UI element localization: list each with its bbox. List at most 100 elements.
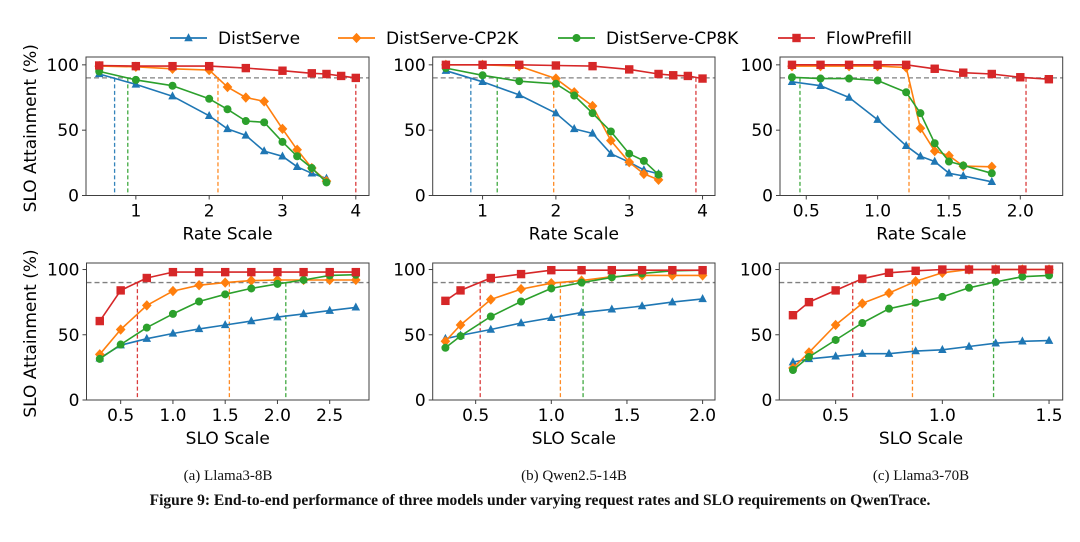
data-point-flowprefill xyxy=(194,267,204,277)
data-point-distserve-cp8k xyxy=(247,284,256,293)
x-tick-label: 2.0 xyxy=(1007,202,1034,222)
data-point-distserve-cp8k xyxy=(195,297,204,306)
data-point-distserve-cp8k xyxy=(223,105,232,114)
axes-frame xyxy=(778,262,1064,401)
data-point-distserve-cp8k xyxy=(654,170,663,179)
data-point-distserve xyxy=(588,128,597,137)
legend-entry-distserve-cp2k: DistServe-CP2K xyxy=(338,29,519,49)
data-point-distserve xyxy=(194,324,204,333)
data-point-distserve-cp8k xyxy=(916,109,925,118)
y-tick-label: 100 xyxy=(741,56,773,76)
data-point-flowprefill xyxy=(698,74,707,83)
y-tick-label: 100 xyxy=(393,56,425,76)
data-point-distserve xyxy=(351,302,361,311)
series-flowprefill xyxy=(788,265,1054,320)
data-point-flowprefill xyxy=(668,265,677,275)
y-tick-label: 50 xyxy=(404,121,426,141)
x-axis-label: SLO Scale xyxy=(186,429,270,449)
data-point-distserve-cp2k xyxy=(350,274,361,286)
x-axis-label: SLO Scale xyxy=(879,429,963,449)
series-distserve xyxy=(94,69,331,182)
series-flowprefill xyxy=(441,265,707,306)
y-tick-label: 100 xyxy=(393,261,425,281)
data-point-distserve-cp2k xyxy=(884,287,894,299)
data-point-flowprefill xyxy=(456,286,465,295)
legend-marker-distserve xyxy=(184,33,193,42)
x-tick-label: 2 xyxy=(204,202,215,222)
series-line-flowprefill xyxy=(99,64,356,79)
data-point-distserve xyxy=(241,130,251,139)
data-point-distserve xyxy=(299,309,308,318)
data-point-flowprefill xyxy=(168,61,177,71)
data-point-distserve-cp2k xyxy=(222,81,233,93)
data-point-distserve xyxy=(607,304,617,313)
x-tick-label: 1 xyxy=(477,202,488,222)
x-tick-label: 1.0 xyxy=(159,406,186,426)
x-tick-label: 4 xyxy=(350,202,361,222)
data-point-flowprefill xyxy=(873,60,882,70)
series-line-distserve-cp2k xyxy=(444,274,703,342)
data-point-distserve xyxy=(516,318,526,327)
x-tick-label: 0.5 xyxy=(793,202,820,222)
y-tick-label: 50 xyxy=(404,326,426,346)
data-point-distserve xyxy=(944,168,954,177)
data-point-flowprefill xyxy=(787,60,797,70)
series-flowprefill xyxy=(95,267,361,326)
series-distserve-cp8k xyxy=(441,266,707,352)
data-point-distserve-cp8k xyxy=(639,156,648,165)
data-point-distserve-cp8k xyxy=(944,157,953,166)
data-point-distserve xyxy=(698,294,707,303)
data-point-flowprefill xyxy=(247,267,256,277)
data-point-distserve xyxy=(668,297,677,306)
data-point-flowprefill xyxy=(698,265,707,275)
x-tick-label: 1.5 xyxy=(935,202,962,222)
data-point-flowprefill xyxy=(858,274,867,283)
panels: 1 2 3 4 0 50 100 Rate Scale SLO Attainment (%) 1 2… xyxy=(21,44,1064,449)
series-distserve-cp8k xyxy=(95,67,331,187)
series-line-distserve-cp8k xyxy=(791,76,993,175)
data-point-distserve xyxy=(273,312,282,321)
data-point-flowprefill xyxy=(478,60,487,70)
series-flowprefill xyxy=(94,61,361,83)
data-point-flowprefill xyxy=(1044,265,1054,274)
data-point-distserve-cp2k xyxy=(141,300,152,311)
data-point-distserve-cp8k xyxy=(788,365,797,374)
data-point-distserve xyxy=(844,92,854,101)
data-point-distserve-cp2k xyxy=(606,135,616,146)
series-line-distserve-cp8k xyxy=(445,67,660,176)
data-point-distserve xyxy=(247,316,256,325)
y-tick-label: 50 xyxy=(751,121,773,141)
data-point-distserve-cp8k xyxy=(902,88,911,97)
series-line-distserve xyxy=(98,73,327,180)
series-distserve xyxy=(787,76,997,185)
data-point-distserve-cp8k xyxy=(168,81,177,90)
x-tick-label: 3 xyxy=(624,202,635,222)
series-distserve xyxy=(441,294,707,342)
series-line-flowprefill xyxy=(444,269,703,302)
data-point-distserve xyxy=(223,124,232,133)
data-point-distserve-cp8k xyxy=(241,117,250,126)
data-point-distserve xyxy=(1044,335,1054,344)
data-point-distserve-cp2k xyxy=(115,324,126,335)
y-tick-label: 0 xyxy=(761,391,772,411)
data-point-distserve-cp8k xyxy=(441,343,450,352)
data-point-distserve-cp8k xyxy=(293,152,302,161)
data-point-distserve xyxy=(964,341,974,350)
legend-entry-distserve-cp8k: DistServe-CP8K xyxy=(558,29,739,49)
data-point-distserve-cp8k xyxy=(816,74,825,83)
x-tick-label: 3 xyxy=(277,202,288,222)
data-point-flowprefill xyxy=(241,63,251,73)
legend-label-flowprefill: FlowPrefill xyxy=(826,29,912,49)
y-tick-label: 0 xyxy=(762,187,773,207)
data-point-distserve-cp8k xyxy=(456,332,465,341)
x-tick-label: 1.5 xyxy=(1036,406,1063,426)
data-point-distserve-cp2k xyxy=(485,294,496,305)
data-point-distserve-cp8k xyxy=(116,340,125,349)
y-tick-label: 50 xyxy=(58,326,80,346)
data-point-distserve-cp2k xyxy=(277,123,288,135)
y-axis-label: SLO Attainment (%) xyxy=(21,249,41,417)
figure-title: Figure 9: End-to-end performance of thre… xyxy=(149,492,931,509)
y-tick-label: 0 xyxy=(69,391,80,411)
series-line-distserve-cp2k xyxy=(792,65,992,168)
x-tick-label: 4 xyxy=(697,202,708,222)
